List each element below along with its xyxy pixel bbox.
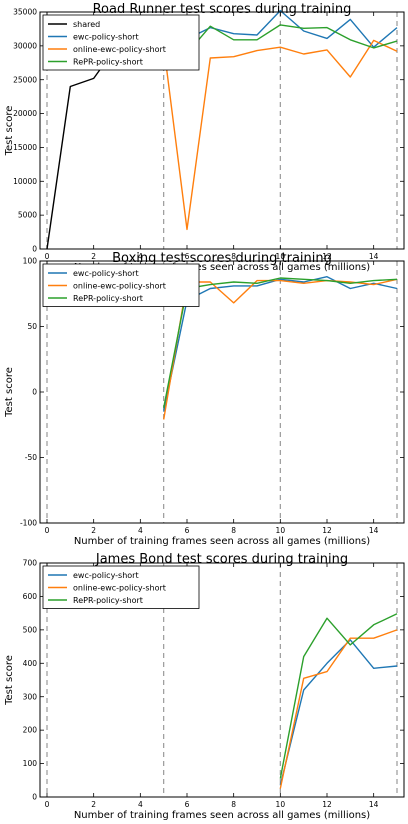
y-tick-label: 100 (23, 759, 38, 768)
y-tick-label: 400 (23, 659, 38, 668)
y-tick-label: 200 (23, 726, 38, 735)
boxing-chart: Boxing test scores during training Numbe… (4, 251, 405, 547)
legend-label: online-ewc-policy-short (73, 584, 166, 593)
y-tick-label: 15000 (13, 143, 37, 152)
y-tick-label: 30000 (13, 41, 37, 50)
legend-box (42, 14, 200, 71)
legend-label: RePR-policy-short (73, 596, 143, 605)
chart-title: Road Runner test scores during training (93, 2, 352, 17)
y-tick-label: 0 (32, 245, 37, 254)
x-tick-label: 14 (369, 526, 379, 535)
legend-label: online-ewc-policy-short (73, 282, 166, 291)
x-tick-label: 4 (138, 252, 143, 261)
y-tick-label: 50 (27, 322, 37, 331)
x-tick-label: 10 (276, 252, 286, 261)
y-tick-label: -100 (20, 519, 37, 528)
legend-label: shared (73, 20, 100, 29)
y-tick-label: 0 (32, 793, 37, 802)
y-axis-label: Test score (4, 106, 15, 157)
series-line-ewc-policy-short (163, 276, 398, 412)
y-tick-label: 100 (23, 257, 38, 266)
x-tick-label: 8 (231, 252, 236, 261)
legend-label: RePR-policy-short (73, 294, 143, 303)
x-tick-label: 4 (138, 800, 143, 809)
series-line-RePR-policy-short (279, 613, 398, 779)
x-tick-label: 0 (45, 800, 50, 809)
x-tick-label: 10 (276, 526, 286, 535)
legend-label: RePR-policy-short (73, 58, 143, 67)
y-tick-label: 5000 (18, 211, 37, 220)
x-tick-label: 0 (45, 526, 50, 535)
legend-box (42, 263, 200, 307)
x-tick-label: 4 (138, 526, 143, 535)
series-line-ewc-policy-short (279, 639, 398, 786)
series-line-RePR-policy-short (163, 277, 398, 408)
legend-label: ewc-policy-short (73, 33, 139, 42)
plot-frame (39, 11, 405, 250)
plot-frame (39, 562, 405, 798)
legend-label: ewc-policy-short (73, 571, 139, 580)
legend-label: ewc-policy-short (73, 269, 139, 278)
x-tick-label: 6 (185, 800, 190, 809)
x-tick-label: 14 (369, 800, 379, 809)
x-tick-label: 10 (276, 800, 286, 809)
y-tick-label: 600 (23, 592, 38, 601)
x-axis-label: Number of training frames seen across al… (74, 536, 370, 547)
x-tick-label: 8 (231, 800, 236, 809)
y-tick-label: 25000 (13, 75, 37, 84)
x-tick-label: 2 (91, 252, 96, 261)
y-tick-label: 20000 (13, 109, 37, 118)
series-line-shared (46, 41, 164, 250)
x-tick-label: 2 (91, 800, 96, 809)
road-runner-chart: Road Runner test scores during training … (4, 2, 405, 273)
x-tick-label: 12 (322, 252, 332, 261)
series-line-online-ewc-policy-short (163, 39, 398, 231)
x-tick-label: 14 (369, 252, 379, 261)
x-tick-label: 6 (185, 252, 190, 261)
y-tick-label: -50 (25, 453, 37, 462)
legend-box (42, 565, 200, 609)
y-tick-label: 500 (23, 625, 38, 634)
x-tick-label: 6 (185, 526, 190, 535)
series-line-RePR-policy-short (163, 24, 398, 54)
series-line-ewc-policy-short (163, 9, 398, 48)
y-tick-label: 300 (23, 692, 38, 701)
y-tick-label: 0 (32, 388, 37, 397)
y-tick-label: 10000 (13, 177, 37, 186)
x-axis-label: Number of training frames seen across al… (74, 810, 370, 821)
x-tick-label: 12 (322, 526, 332, 535)
chart-title: James Bond test scores during training (95, 552, 348, 567)
chart-title: Boxing test scores during training (112, 251, 332, 266)
x-tick-label: 2 (91, 526, 96, 535)
y-axis-label: Test score (4, 655, 15, 706)
x-tick-label: 0 (45, 252, 50, 261)
james-bond-chart: James Bond test scores during training N… (4, 552, 405, 821)
y-axis-label: Test score (4, 367, 15, 418)
legend-label: online-ewc-policy-short (73, 45, 166, 54)
x-axis-label: Number of training frames seen across al… (74, 262, 370, 273)
x-tick-label: 12 (322, 800, 332, 809)
x-tick-label: 8 (231, 526, 236, 535)
y-tick-label: 700 (23, 559, 38, 568)
y-tick-label: 35000 (13, 8, 37, 17)
series-line-online-ewc-policy-short (279, 629, 398, 789)
